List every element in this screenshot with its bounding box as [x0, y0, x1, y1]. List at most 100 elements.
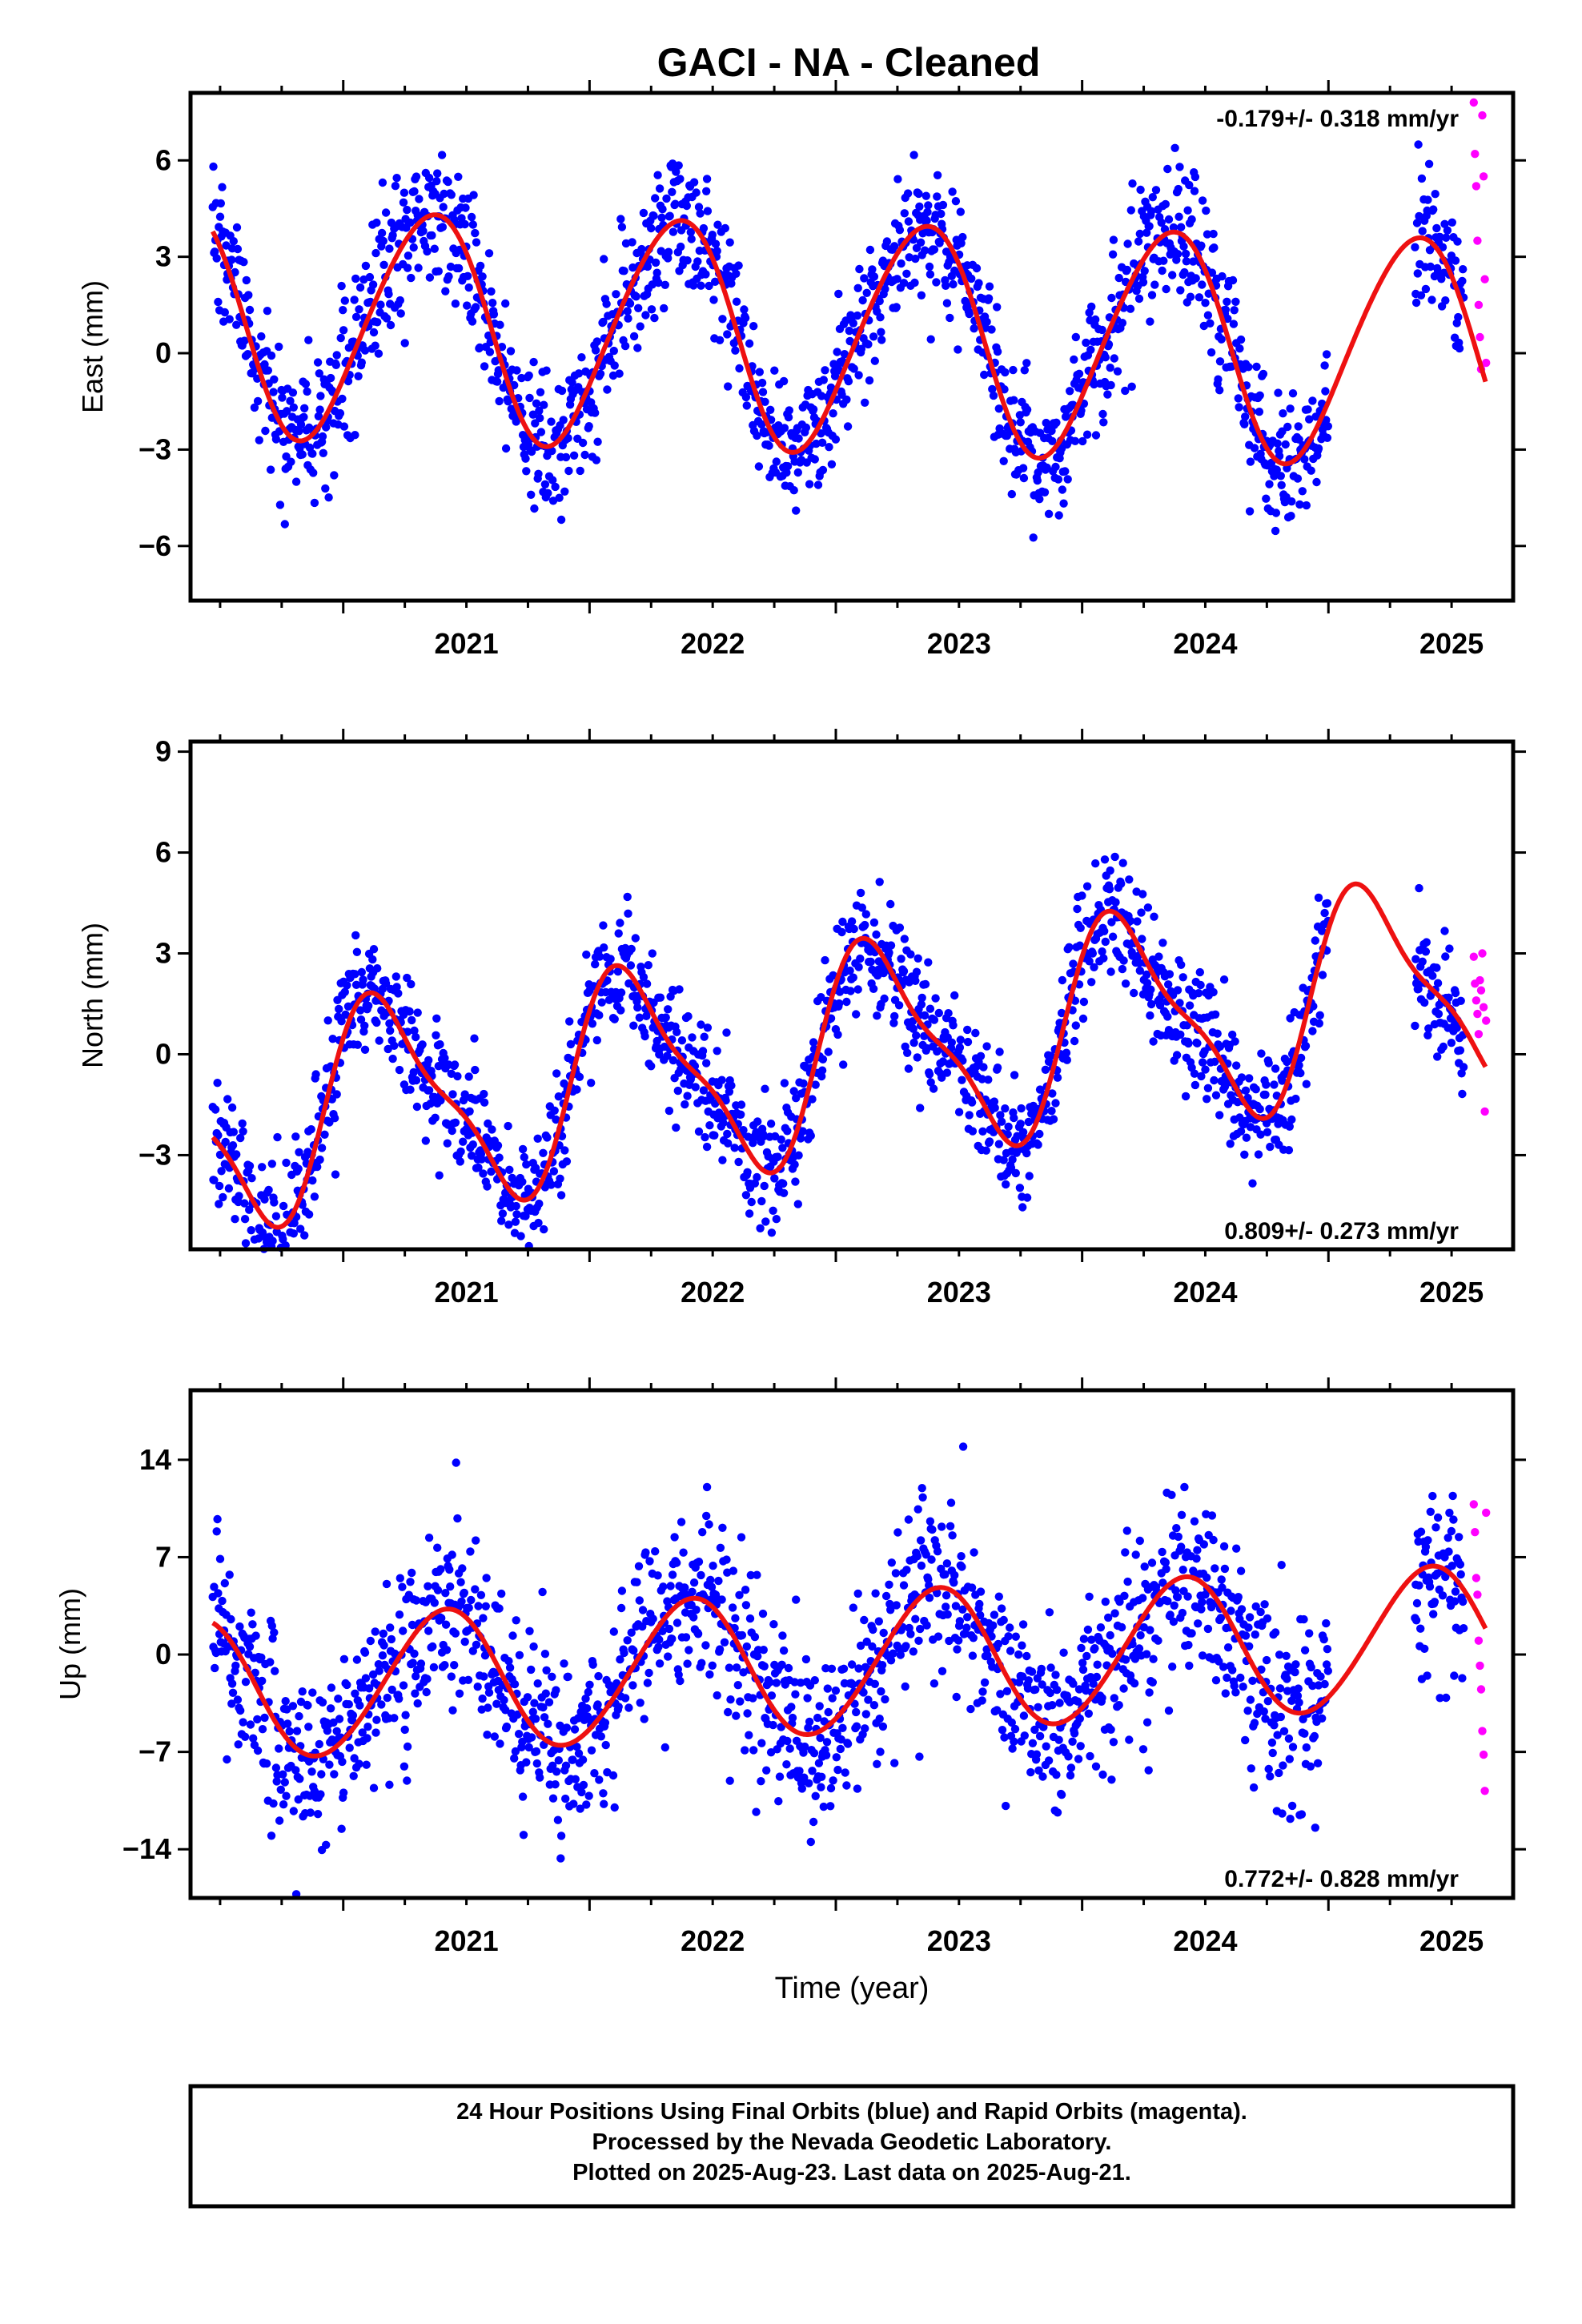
east-final-point: [948, 187, 957, 196]
up-final-point: [946, 1522, 955, 1531]
east-final-point: [849, 319, 858, 328]
north-final-point: [760, 1181, 769, 1191]
north-final-point: [773, 1152, 782, 1161]
east-final-point: [1000, 385, 1009, 394]
north-final-point: [753, 1172, 761, 1182]
north-final-point: [942, 1068, 952, 1077]
east-final-point: [1453, 237, 1462, 246]
up-final-point: [455, 1689, 464, 1698]
east-final-point: [701, 270, 710, 279]
north-final-point: [1173, 986, 1182, 995]
north-final-point: [493, 1141, 503, 1150]
east-final-point: [1048, 436, 1057, 445]
north-final-point: [1459, 1063, 1468, 1072]
up-final-point: [570, 1725, 580, 1734]
north-final-point: [1255, 1104, 1264, 1114]
east-final-point: [1052, 418, 1061, 427]
east-final-point: [433, 169, 442, 178]
east-final-point: [584, 422, 593, 431]
up-final-point: [741, 1746, 749, 1755]
up-final-point: [705, 1670, 714, 1679]
north-final-point: [1198, 1058, 1207, 1067]
north-final-point: [683, 1092, 692, 1100]
east-final-point: [472, 238, 481, 247]
north-final-point: [1262, 1080, 1271, 1089]
up-final-point: [1318, 1714, 1327, 1723]
up-final-point: [556, 1854, 565, 1863]
east-final-point: [754, 462, 764, 471]
north-final-point: [799, 1079, 808, 1088]
up-final-point: [875, 1715, 884, 1723]
east-final-point: [842, 395, 851, 404]
east-final-point: [559, 416, 568, 424]
up-final-point: [441, 1620, 451, 1629]
up-rapid-point: [1478, 1727, 1487, 1735]
east-final-point: [1163, 164, 1172, 174]
east-final-point: [379, 260, 388, 269]
east-final-point: [683, 256, 692, 265]
north-final-point: [410, 1026, 419, 1035]
north-final-point: [982, 1146, 991, 1155]
up-final-point: [782, 1760, 791, 1769]
up-final-point: [1416, 1527, 1426, 1536]
east-final-point: [525, 393, 534, 403]
up-final-point: [1110, 1609, 1119, 1618]
up-final-point: [225, 1570, 234, 1579]
north-final-point: [1010, 1113, 1018, 1123]
north-final-point: [1194, 989, 1203, 998]
east-final-point: [740, 305, 749, 314]
north-final-point: [1076, 923, 1085, 933]
north-final-point: [1146, 985, 1155, 994]
north-final-point: [1320, 908, 1329, 918]
north-final-point: [1100, 927, 1109, 936]
up-final-point: [757, 1739, 766, 1747]
up-final-point: [473, 1683, 482, 1691]
up-final-point: [1295, 1698, 1303, 1707]
east-final-point: [338, 394, 347, 404]
north-x-tick-label: 2025: [1419, 1276, 1484, 1309]
east-final-point: [1121, 386, 1130, 396]
up-final-point: [258, 1725, 267, 1734]
up-final-point: [363, 1734, 371, 1743]
east-final-point: [544, 489, 552, 497]
east-final-point: [926, 335, 935, 344]
north-final-point: [328, 1035, 337, 1043]
north-rapid-point: [1474, 1030, 1484, 1039]
north-final-point: [1053, 1073, 1062, 1082]
north-final-point: [310, 1192, 319, 1201]
up-final-point: [522, 1758, 531, 1767]
up-final-point: [505, 1663, 515, 1672]
up-final-point: [885, 1580, 893, 1590]
up-final-point: [1082, 1651, 1091, 1661]
up-final-point: [366, 1636, 375, 1646]
north-final-point: [547, 1180, 556, 1189]
east-final-point: [1074, 369, 1084, 378]
north-final-point: [913, 954, 922, 963]
up-final-point: [466, 1547, 475, 1556]
north-final-point: [235, 1192, 243, 1200]
east-final-point: [1185, 180, 1194, 190]
north-final-point: [600, 943, 608, 952]
east-final-point: [1091, 315, 1100, 324]
up-final-point: [1031, 1685, 1040, 1694]
north-final-point: [1439, 1042, 1448, 1051]
north-final-point: [702, 1142, 712, 1152]
east-final-point: [1197, 241, 1206, 250]
east-final-point: [386, 320, 396, 330]
up-final-point: [1260, 1600, 1269, 1609]
east-final-point: [1114, 273, 1123, 283]
up-final-point: [720, 1638, 729, 1647]
north-final-point: [343, 981, 351, 990]
north-final-point: [741, 1191, 751, 1200]
east-final-point: [1169, 223, 1178, 232]
east-final-point: [464, 283, 473, 292]
east-final-point: [1215, 386, 1224, 395]
east-final-point: [361, 261, 371, 271]
north-final-point: [1323, 899, 1332, 908]
up-final-point: [911, 1614, 920, 1623]
north-y-tick-label: 6: [155, 836, 171, 869]
up-final-point: [933, 1547, 942, 1556]
north-final-point: [435, 1171, 444, 1180]
north-final-point: [232, 1150, 241, 1159]
east-final-point: [295, 427, 303, 436]
